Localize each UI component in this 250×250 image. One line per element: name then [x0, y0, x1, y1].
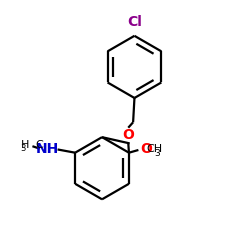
- Text: O: O: [122, 128, 134, 142]
- Text: C: C: [35, 140, 43, 150]
- Text: NH: NH: [36, 142, 59, 156]
- Text: CH: CH: [147, 144, 163, 154]
- Text: H: H: [21, 140, 30, 150]
- Text: 3: 3: [154, 149, 160, 158]
- Text: 3: 3: [20, 144, 26, 154]
- Text: Cl: Cl: [127, 15, 142, 29]
- Text: O: O: [140, 142, 152, 156]
